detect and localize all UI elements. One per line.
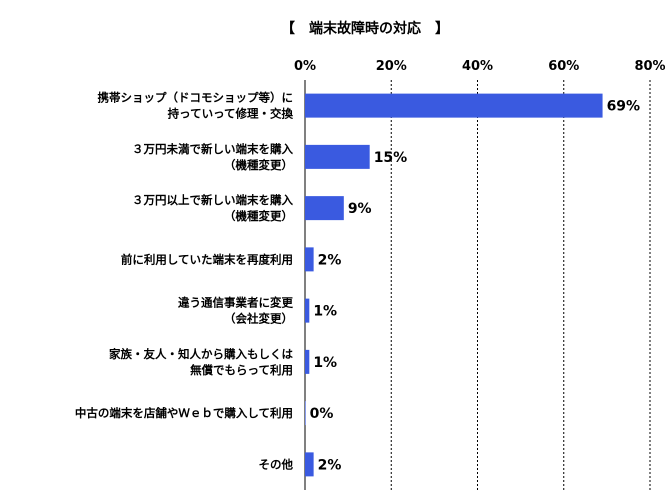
- category-label: その他: [259, 457, 294, 471]
- value-label: 1%: [313, 304, 337, 320]
- bar: [305, 144, 370, 169]
- bar: [305, 196, 344, 221]
- category-label: 携帯ショップ（ドコモショップ等）に: [98, 91, 294, 105]
- value-label: 2%: [318, 457, 342, 473]
- category-label: 無償でもらって利用: [190, 363, 293, 377]
- bar: [305, 247, 314, 272]
- category-label: ３万円未満で新しい端末を購入: [132, 142, 293, 156]
- category-label: 持っていって修理・交換: [168, 107, 294, 121]
- category-label: 違う通信事業者に変更: [178, 296, 293, 310]
- value-labels: 69% 15% 9% 2% 1% 1% 0% 2%: [310, 99, 640, 474]
- value-label: 69%: [607, 99, 641, 115]
- x-tick-label: 0%: [294, 59, 316, 74]
- value-label: 0%: [310, 406, 334, 422]
- category-label: 前に利用していた端末を再度利用: [121, 252, 293, 266]
- value-label: 15%: [374, 150, 408, 166]
- category-label: （機種変更）: [224, 209, 293, 223]
- category-label: ３万円以上で新しい端末を購入: [132, 193, 293, 207]
- x-tick-label: 40%: [462, 59, 493, 74]
- bars: [305, 93, 603, 477]
- x-axis-ticks: 0% 20% 40% 60% 80%: [294, 59, 665, 74]
- category-label: （機種変更）: [224, 158, 293, 172]
- value-label: 1%: [313, 355, 337, 371]
- bar: [305, 452, 314, 477]
- category-label: 家族・友人・知人から購入もしくは: [109, 347, 293, 361]
- x-tick-label: 20%: [376, 59, 407, 74]
- value-label: 2%: [318, 252, 342, 268]
- value-label: 9%: [348, 201, 372, 217]
- gridlines: [304, 80, 651, 490]
- category-label: 中古の端末を店舗やＷｅｂで購入して利用: [75, 406, 293, 420]
- x-tick-label: 80%: [634, 59, 665, 74]
- bar: [305, 401, 306, 426]
- bar: [305, 349, 310, 374]
- category-label: （会社変更）: [224, 312, 293, 326]
- chart-title: 【 端末故障時の対応 】: [281, 20, 449, 37]
- bar: [305, 298, 310, 323]
- x-tick-label: 60%: [548, 59, 579, 74]
- bar: [305, 93, 603, 118]
